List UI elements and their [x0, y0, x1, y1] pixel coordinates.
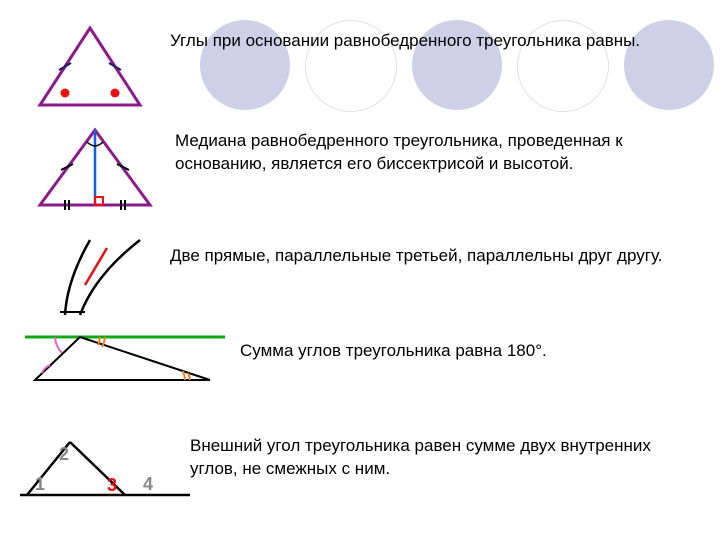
angle-label-2: 2	[59, 444, 69, 464]
theorem-text-1: Углы при основании равнобедренного треуг…	[170, 30, 680, 53]
exterior-angle-diagram: 1 2 3 4	[15, 430, 195, 510]
theorem-text-2: Медиана равнобедренного треугольника, пр…	[175, 130, 675, 176]
angle-label-3: 3	[107, 475, 117, 495]
angle-label-4: 4	[143, 474, 153, 494]
theorem-text-4: Сумма углов треугольника равна 180°.	[240, 340, 690, 363]
isosceles-triangle-base-angles	[15, 20, 165, 115]
parallel-lines-diagram	[45, 230, 155, 320]
isosceles-triangle-median	[25, 120, 165, 220]
angle-label-1: 1	[35, 474, 45, 494]
theorem-text-3: Две прямые, параллельные третьей, паралл…	[170, 245, 670, 268]
triangle-angle-sum	[20, 325, 230, 395]
theorem-text-5: Внешний угол треугольника равен сумме дв…	[190, 435, 700, 481]
